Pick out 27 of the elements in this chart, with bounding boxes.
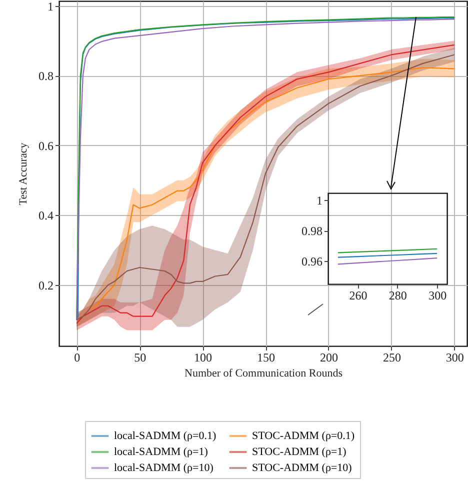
x-tick-label: 280 [388, 288, 407, 302]
line-series [337, 257, 438, 265]
x-tick-label: 0 [74, 350, 80, 364]
x-tick-label: 100 [194, 350, 212, 364]
y-tick-label: 0.6 [38, 138, 54, 153]
legend-label: local-SADMM (ρ=0.1) [114, 430, 216, 442]
x-tick-label: 50 [134, 350, 146, 364]
x-tick-label: 300 [428, 288, 447, 302]
y-tick-label: 0.2 [38, 278, 54, 292]
y-tick-label: 0.8 [38, 69, 54, 84]
x-tick-label: 260 [349, 288, 368, 302]
legend-label: local-SADMM (ρ=10) [114, 462, 214, 474]
legend-label: STOC-ADMM (ρ=10) [252, 462, 352, 474]
y-tick-label: 1 [316, 194, 322, 208]
y-tick-label: 0.4 [38, 208, 54, 223]
legend-label: STOC-ADMM (ρ=1) [252, 446, 347, 458]
x-axis-title: Number of Communication Rounds [184, 368, 342, 380]
legend-label: local-SADMM (ρ=1) [114, 446, 208, 458]
y-axis-title: Test Accuracy [18, 142, 30, 206]
y-tick-label: 1 [48, 0, 54, 14]
y-tick-label: 0.96 [302, 254, 322, 269]
x-tick-label: 250 [382, 350, 401, 364]
legend-label: STOC-ADMM (ρ=0.1) [252, 430, 355, 442]
x-tick-label: 200 [320, 350, 338, 364]
x-tick-label: 300 [446, 350, 464, 364]
x-tick-label: 150 [257, 350, 276, 364]
y-tick-label: 0.98 [302, 224, 322, 238]
